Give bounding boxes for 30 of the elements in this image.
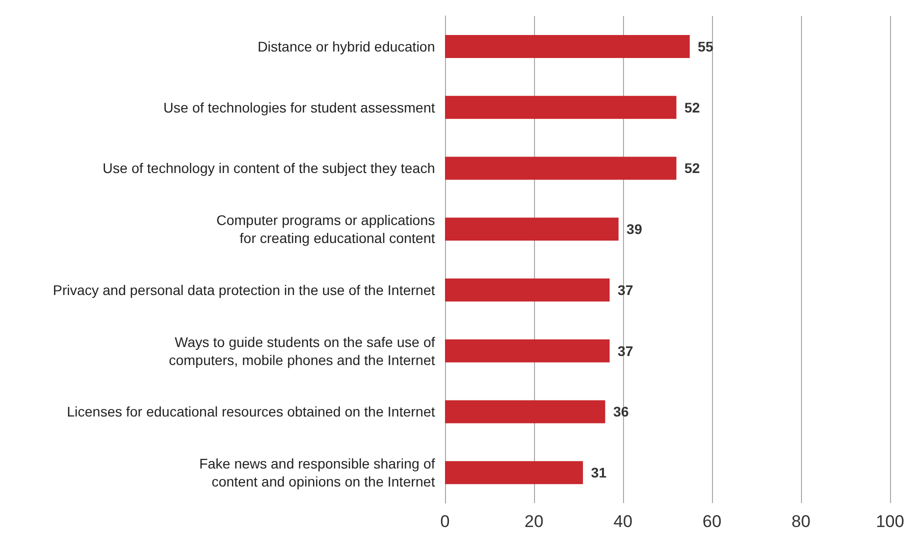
y-tick-label: Use of technology in content of the subject they teach <box>102 160 435 176</box>
x-tick-label: 20 <box>524 512 544 531</box>
bar <box>445 400 606 424</box>
y-tick-label: Licenses for educational resources obtained on the Internet <box>66 404 436 420</box>
x-tick-label: 100 <box>876 512 904 531</box>
bar <box>445 339 610 362</box>
data-label: 31 <box>590 464 607 481</box>
x-tick-label: 60 <box>702 512 722 531</box>
data-label: 37 <box>618 342 634 359</box>
data-label: 55 <box>698 38 714 54</box>
y-tick-label: Fake news and responsible sharing of content and opinions on the Internet <box>199 456 436 490</box>
bar <box>445 96 676 119</box>
data-label: 52 <box>684 160 700 176</box>
bar <box>445 461 583 484</box>
y-tick-label: Ways to guide students on the safe use of computers, mobile phones and the Internet <box>168 334 436 368</box>
y-tick-label: Use of technologies for student assessment <box>163 99 436 116</box>
data-label: 37 <box>618 282 634 298</box>
y-tick-label: Computer programs or applications for creating educational content <box>216 212 436 246</box>
y-tick-label: Privacy and personal data protection in the use of the Internet <box>52 282 436 298</box>
data-label: 36 <box>613 404 629 420</box>
x-tick-label: 0 <box>440 512 450 531</box>
y-tick-label: Distance or hybrid education <box>258 38 435 54</box>
x-tick-label: 40 <box>614 512 632 531</box>
data-label: 39 <box>626 221 642 238</box>
bar <box>445 218 619 241</box>
bar <box>445 156 676 180</box>
bar <box>445 34 690 58</box>
data-label: 52 <box>684 99 700 116</box>
x-tick-label: 80 <box>792 512 810 531</box>
bar <box>445 278 610 302</box>
